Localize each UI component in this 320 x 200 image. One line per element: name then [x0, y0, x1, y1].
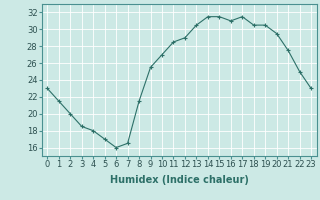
X-axis label: Humidex (Indice chaleur): Humidex (Indice chaleur) [110, 175, 249, 185]
